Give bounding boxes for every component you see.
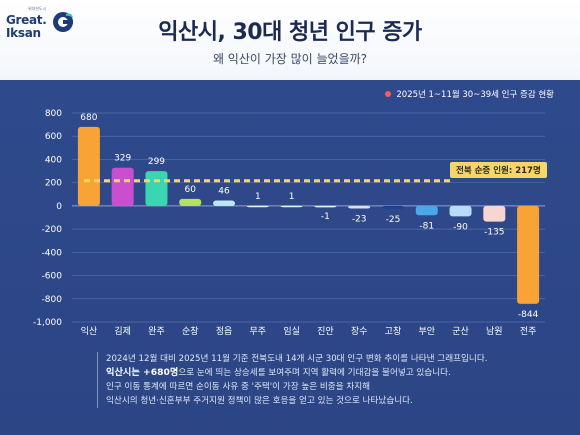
- value-label: -81: [419, 221, 434, 231]
- header: 위대한도시 Great. Iksan 익산시, 30대 청년 인구 증가 왜 익…: [0, 0, 580, 80]
- y-tick-label: -600: [42, 272, 63, 282]
- great-iksan-logo[interactable]: 위대한도시 Great. Iksan: [6, 6, 76, 42]
- value-label: 46: [218, 187, 230, 197]
- x-tick-label: 익산: [81, 325, 98, 337]
- bar: [449, 205, 472, 217]
- value-label: -844: [518, 310, 539, 320]
- y-tick-label: 0: [56, 202, 62, 212]
- y-tick-label: -200: [42, 225, 63, 235]
- value-label: -135: [484, 228, 504, 238]
- description-line3: 인구 이동 통계에 따르면 순이동 사유 중 '주택'이 가장 높은 비중을 차…: [106, 382, 371, 392]
- x-tick-label: 장수: [351, 326, 368, 337]
- x-axis-labels: 익산 김제 완주 순창 정읍 무주 임실 진안 장수 고창 부안 군산 남원 전주: [81, 325, 537, 337]
- y-tick-label: 200: [45, 179, 62, 189]
- x-tick-label: 정읍: [216, 326, 233, 337]
- y-tick-label: -400: [42, 248, 63, 258]
- chart-grid: [72, 112, 545, 323]
- x-tick-label: 임실: [283, 325, 300, 337]
- average-label: 전북 순증 인원: 217명: [450, 162, 547, 178]
- y-axis-ticks: 800 600 400 200 0 -200 -400 -600 -800 -1,000: [33, 109, 62, 328]
- bar: [517, 205, 540, 304]
- logo-g-icon: [53, 12, 73, 32]
- value-label: -25: [386, 215, 401, 225]
- bar: [314, 205, 337, 208]
- bar: [77, 126, 100, 206]
- value-label: 60: [185, 185, 197, 195]
- bar: [348, 205, 371, 209]
- value-label: 680: [80, 113, 97, 123]
- x-tick-label: 무주: [250, 326, 267, 337]
- chart-bars: [77, 126, 540, 304]
- page-subtitle: 왜 익산이 가장 많이 늘었을까?: [212, 52, 368, 66]
- description-line2-rest: 으로 눈에 띄는 상승세를 보여주며 지역 활력에 기대감을 불어넣고 있습니다…: [178, 368, 451, 378]
- logo-small-text: 위대한도시: [28, 6, 47, 11]
- legend-dot-icon: [385, 91, 392, 97]
- bar: [280, 205, 303, 208]
- value-labels: 680 329 299 60 46 1 1 -1 -23 -25 -81 -90 -135 -844: [80, 113, 538, 320]
- value-label: -90: [453, 222, 468, 232]
- x-tick-label: 진안: [317, 326, 334, 337]
- x-tick-label: 전주: [520, 326, 537, 337]
- description-highlight: 익산시는 +680명: [106, 367, 179, 378]
- x-tick-label: 순창: [182, 326, 199, 337]
- x-tick-label: 고창: [385, 326, 402, 337]
- bar: [179, 198, 202, 206]
- y-tick-label: -800: [42, 295, 63, 305]
- chart-description: 2024년 12월 대비 2025년 11월 기준 전북도내 14개 시군 30…: [97, 352, 576, 408]
- logo-line1: Great.: [6, 13, 47, 27]
- description-line4: 익산시의 청년·신혼부부 주거지원 정책이 많은 호응을 얻고 있는 것으로 나…: [106, 396, 413, 406]
- x-tick-label: 군산: [452, 326, 469, 337]
- value-label: 299: [148, 157, 165, 167]
- y-tick-label: 400: [45, 155, 62, 165]
- chart-legend: 2025년 1~11월 30~39세 인구 증감 현황: [385, 88, 554, 100]
- y-tick-label: 600: [45, 132, 62, 142]
- bar: [381, 205, 404, 209]
- bar: [483, 205, 506, 222]
- bar: [145, 171, 168, 206]
- bar: [415, 205, 438, 216]
- x-tick-label: 부안: [418, 326, 435, 337]
- logo-line2: Iksan: [6, 26, 41, 40]
- x-tick-label: 김제: [114, 325, 131, 337]
- value-label: 329: [114, 154, 131, 164]
- bar: [246, 205, 269, 208]
- bar: [213, 200, 236, 206]
- description-line1: 2024년 12월 대비 2025년 11월 기준 전북도내 14개 시군 30…: [106, 354, 488, 364]
- value-label: -23: [352, 215, 367, 225]
- page-title: 익산시, 30대 청년 인구 증가: [158, 20, 422, 45]
- y-tick-label: -1,000: [33, 318, 62, 328]
- bar: [111, 167, 134, 206]
- value-label: -1: [321, 212, 330, 222]
- value-label: 1: [255, 192, 261, 202]
- value-label: 1: [289, 192, 295, 202]
- legend-label: 2025년 1~11월 30~39세 인구 증감 현황: [396, 90, 554, 100]
- y-tick-label: 800: [45, 109, 62, 119]
- x-tick-label: 남원: [486, 326, 503, 337]
- x-tick-label: 완주: [148, 326, 165, 337]
- description-line2: 익산시는 +680명으로 눈에 띄는 상승세를 보여주며 지역 활력에 기대감을…: [106, 366, 576, 380]
